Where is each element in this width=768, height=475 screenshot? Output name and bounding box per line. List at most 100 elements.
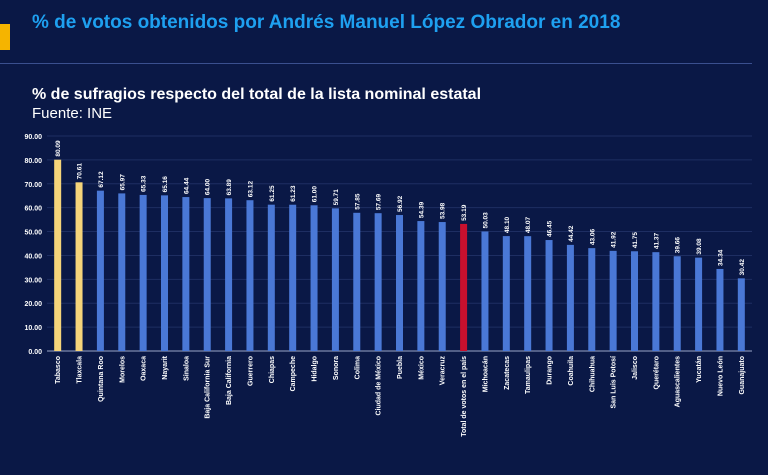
- bar: [289, 204, 297, 351]
- chart-title: % de sufragios respecto del total de la …: [32, 86, 482, 103]
- bar-chart: 0.00 10.00 20.00 30.00 40.00 50.00 60.00 70.00 8…: [24, 134, 752, 437]
- y-tick-label: 80.00: [24, 158, 42, 165]
- x-tick-label: Coahuila: [568, 356, 575, 386]
- x-tick-label: Baja California Sur: [205, 356, 212, 419]
- data-label: 34.34: [717, 249, 724, 266]
- x-tick-label: Guanajuato: [739, 356, 746, 395]
- x-tick-label: México: [418, 356, 425, 380]
- data-label: 61.00: [312, 186, 319, 203]
- x-tick-label: Puebla: [397, 356, 404, 379]
- data-label: 41.75: [632, 232, 639, 249]
- data-label: 63.12: [247, 181, 254, 198]
- bar: [609, 250, 617, 351]
- data-label: 56.92: [397, 195, 404, 212]
- x-tick-label: Hidalgo: [312, 356, 319, 382]
- x-tick-label: Sinaloa: [183, 356, 190, 381]
- y-tick-label: 20.00: [24, 301, 42, 308]
- data-label: 65.33: [141, 175, 148, 192]
- data-label: 30.42: [739, 259, 746, 276]
- data-label: 80.09: [55, 140, 62, 157]
- bar: [118, 193, 126, 351]
- data-label: 64.00: [205, 178, 212, 195]
- x-tick-label: Tamaulipas: [525, 356, 532, 394]
- data-label: 53.98: [440, 202, 447, 219]
- x-tick-label: Ciudad de México: [376, 356, 383, 416]
- bar: [353, 212, 361, 351]
- x-tick-label: Aguascalientes: [675, 356, 682, 407]
- x-tick-label: San Luis Potosí: [611, 355, 618, 409]
- y-tick-label: 40.00: [24, 253, 42, 260]
- y-tick-label: 90.00: [24, 134, 42, 141]
- x-tick-label: Oaxaca: [141, 356, 148, 381]
- x-tick-label: Zacatecas: [504, 356, 511, 390]
- data-label: 48.07: [525, 217, 532, 234]
- x-tick-label: Baja California: [226, 356, 233, 405]
- bar: [588, 248, 596, 351]
- x-tick-label: Total de votos en el país: [461, 356, 468, 437]
- bar: [96, 190, 104, 351]
- bar: [716, 268, 724, 351]
- bar: [267, 204, 275, 351]
- y-tick-label: 10.00: [24, 325, 42, 332]
- data-label: 50.03: [482, 212, 489, 229]
- data-label: 61.25: [269, 185, 276, 202]
- x-tick-label: Chihuahua: [589, 356, 596, 392]
- x-tick-label: Michoacán: [482, 356, 489, 392]
- x-tick-label: Yucatán: [696, 356, 703, 383]
- data-label: 39.08: [696, 238, 703, 255]
- bar: [438, 222, 446, 351]
- data-label: 65.97: [119, 174, 126, 191]
- x-tick-label: Colima: [354, 356, 361, 379]
- data-label: 54.39: [418, 201, 425, 218]
- bar: [502, 236, 510, 351]
- bar: [566, 244, 574, 351]
- bar: [139, 194, 147, 351]
- data-label: 53.19: [461, 204, 468, 221]
- page-title: % de votos obtenidos por Andrés Manuel L…: [32, 12, 621, 33]
- bar: [54, 159, 62, 351]
- data-label: 70.61: [77, 163, 84, 180]
- bar: [737, 278, 745, 351]
- data-label: 39.66: [675, 237, 682, 254]
- data-label: 57.69: [376, 194, 383, 211]
- bar: [161, 195, 168, 351]
- accent-bar: [0, 24, 10, 50]
- data-label: 65.16: [162, 176, 169, 193]
- x-tick-label: Jalisco: [632, 356, 639, 380]
- title-divider: [0, 63, 752, 64]
- chart-source: Fuente: INE: [32, 105, 113, 122]
- x-tick-label: Veracruz: [440, 356, 447, 386]
- x-tick-label: Morelos: [119, 356, 126, 383]
- bar: [396, 215, 403, 351]
- data-label: 48.10: [504, 216, 511, 233]
- data-label: 41.37: [653, 233, 660, 250]
- data-label: 57.85: [354, 193, 361, 210]
- bar: [652, 252, 660, 351]
- bar: [374, 213, 382, 351]
- data-label: 59.71: [333, 189, 340, 206]
- bar: [481, 231, 489, 351]
- x-tick-label: Guerrero: [247, 356, 254, 386]
- bar: [631, 251, 638, 351]
- x-tick-label: Durango: [547, 356, 554, 385]
- bar: [225, 198, 233, 351]
- x-tick-label: Tlaxcala: [77, 356, 84, 384]
- data-label: 46.45: [547, 220, 554, 237]
- bar: [331, 208, 339, 351]
- bar: [417, 221, 425, 351]
- bar: [524, 236, 532, 351]
- bar: [203, 198, 211, 351]
- bar: [673, 256, 681, 351]
- y-tick-label: 70.00: [24, 182, 42, 189]
- bar: [246, 200, 254, 351]
- data-label: 41.92: [611, 231, 618, 248]
- x-tick-label: Tabasco: [55, 356, 62, 384]
- x-tick-label: Nuevo León: [717, 356, 724, 396]
- bar: [695, 257, 703, 351]
- bar: [545, 240, 553, 351]
- x-tick-label: Quintana Roo: [98, 356, 105, 402]
- y-tick-label: 30.00: [24, 277, 42, 284]
- x-tick-label: Campeche: [290, 356, 297, 392]
- data-label: 63.89: [226, 179, 233, 196]
- x-tick-label: Sonora: [333, 356, 340, 380]
